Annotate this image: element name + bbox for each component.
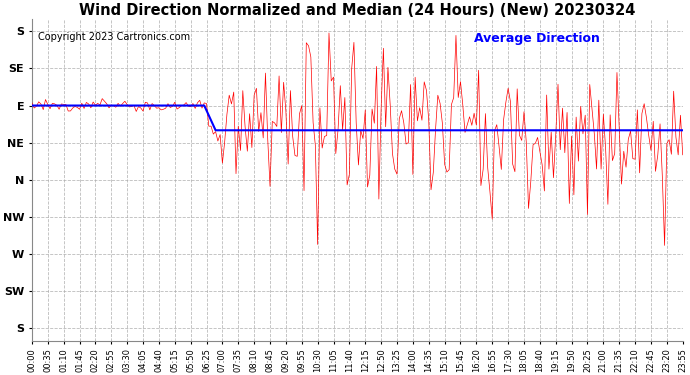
Text: Copyright 2023 Cartronics.com: Copyright 2023 Cartronics.com: [39, 32, 190, 42]
Title: Wind Direction Normalized and Median (24 Hours) (New) 20230324: Wind Direction Normalized and Median (24…: [79, 3, 635, 18]
Text: Average Direction: Average Direction: [475, 32, 600, 45]
